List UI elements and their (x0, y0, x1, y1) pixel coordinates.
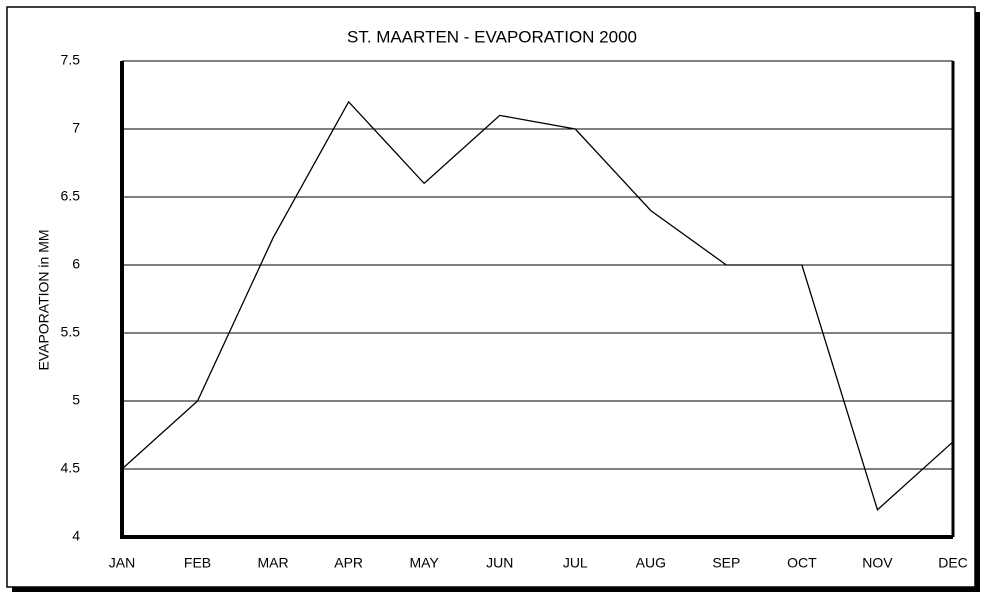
y-tick-label: 6.5 (61, 188, 81, 204)
chart-title: ST. MAARTEN - EVAPORATION 2000 (347, 27, 637, 46)
x-tick-label: AUG (636, 555, 666, 571)
x-tick-label: FEB (184, 555, 211, 571)
y-tick-label: 5 (72, 392, 80, 408)
x-tick-label: MAR (258, 555, 289, 571)
x-tick-label: NOV (862, 555, 893, 571)
x-tick-label: JAN (109, 555, 135, 571)
x-tick-label: OCT (787, 555, 817, 571)
x-tick-label: APR (334, 555, 363, 571)
y-tick-label: 6 (72, 256, 80, 272)
x-tick-label: SEP (712, 555, 740, 571)
y-tick-label: 4 (72, 528, 80, 544)
y-axis-label: EVAPORATION in MM (36, 229, 52, 370)
y-tick-label: 7 (72, 120, 80, 136)
x-tick-label: MAY (410, 555, 440, 571)
y-tick-label: 7.5 (61, 52, 81, 68)
x-tick-label: DEC (938, 555, 968, 571)
x-tick-label: JUN (486, 555, 513, 571)
y-tick-label: 5.5 (61, 324, 81, 340)
x-tick-label: JUL (563, 555, 588, 571)
frame (6, 6, 976, 588)
data-line (121, 100, 954, 511)
y-tick-label: 4.5 (61, 460, 81, 476)
